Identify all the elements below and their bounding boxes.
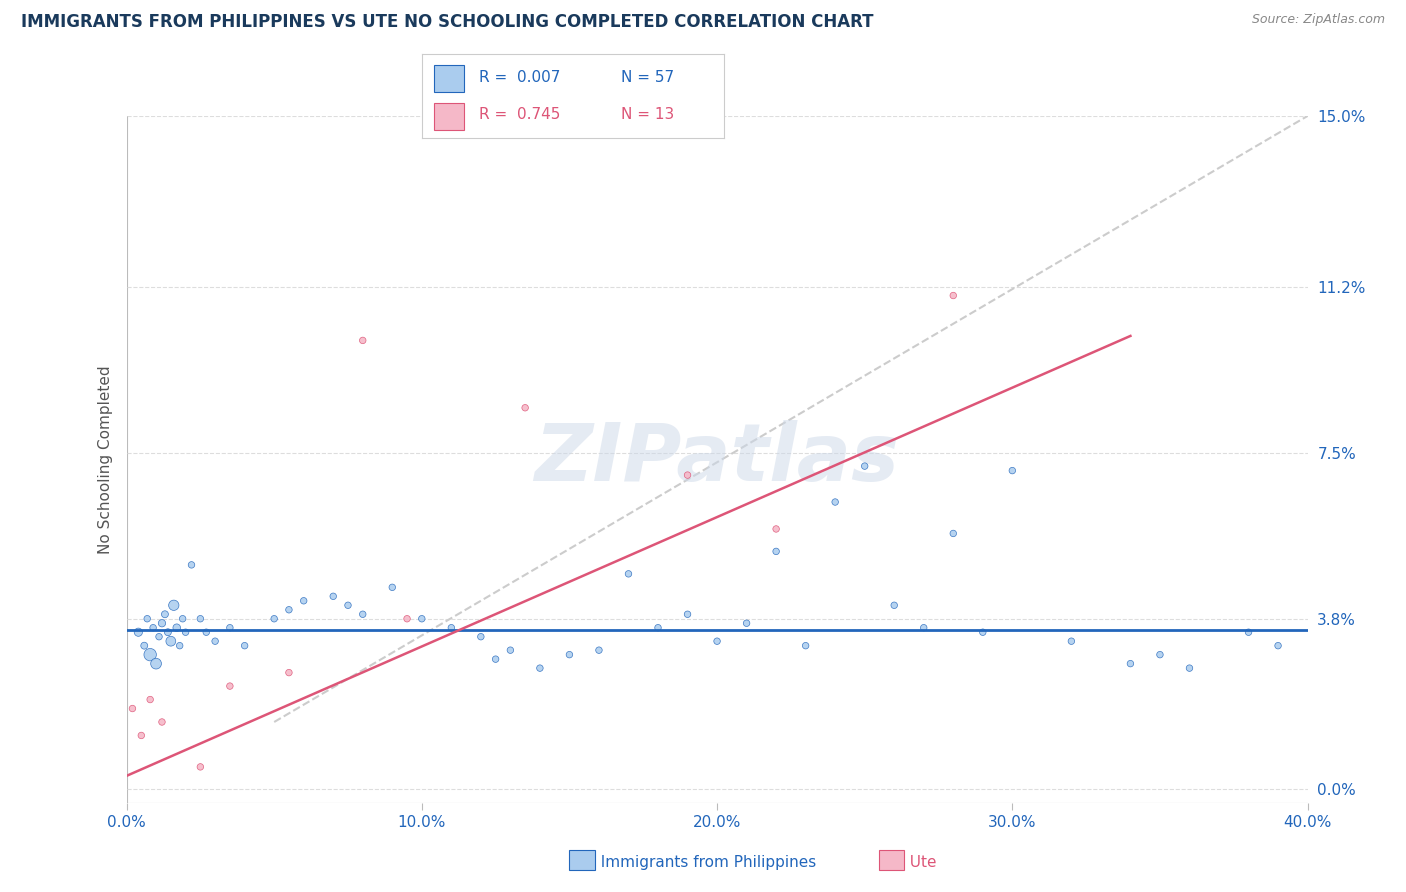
Point	[204, 634, 226, 648]
Point	[558, 648, 581, 662]
Point	[912, 621, 935, 635]
Point	[765, 544, 787, 558]
Point	[278, 603, 301, 617]
Point	[942, 288, 965, 302]
Point	[794, 639, 817, 653]
Point	[169, 639, 191, 653]
Point	[172, 612, 194, 626]
Point	[1119, 657, 1142, 671]
Point	[381, 580, 404, 594]
Text: Source: ZipAtlas.com: Source: ZipAtlas.com	[1251, 13, 1385, 27]
Point	[148, 630, 170, 644]
Point	[129, 729, 153, 743]
Point	[588, 643, 610, 657]
Point	[337, 599, 360, 613]
Point	[617, 566, 640, 581]
Point	[322, 589, 344, 603]
Point	[529, 661, 551, 675]
Point	[676, 468, 699, 483]
Text: Immigrants from Philippines: Immigrants from Philippines	[591, 855, 815, 870]
Point	[352, 334, 374, 348]
Text: IMMIGRANTS FROM PHILIPPINES VS UTE NO SCHOOLING COMPLETED CORRELATION CHART: IMMIGRANTS FROM PHILIPPINES VS UTE NO SC…	[21, 13, 873, 31]
Point	[470, 630, 492, 644]
Point	[824, 495, 846, 509]
Point	[188, 760, 211, 774]
Point	[139, 648, 162, 662]
Point	[278, 665, 301, 680]
Text: ZIPatlas: ZIPatlas	[534, 420, 900, 499]
Point	[153, 607, 176, 622]
Point	[233, 639, 256, 653]
Point	[292, 594, 315, 608]
Point	[765, 522, 787, 536]
Point	[218, 621, 242, 635]
Point	[160, 634, 183, 648]
Point	[195, 625, 218, 640]
Point	[1267, 639, 1289, 653]
Point	[156, 625, 179, 640]
Point	[484, 652, 508, 666]
Point	[180, 558, 202, 572]
Point	[142, 621, 165, 635]
Point	[134, 639, 156, 653]
Point	[972, 625, 994, 640]
Point	[121, 701, 143, 715]
Point	[883, 599, 905, 613]
Point	[1001, 464, 1024, 478]
Bar	[434, 64, 464, 92]
Point	[735, 616, 758, 631]
Point	[1178, 661, 1201, 675]
Point	[188, 612, 211, 626]
Bar	[434, 103, 464, 130]
Point	[1060, 634, 1083, 648]
Point	[145, 657, 167, 671]
Point	[647, 621, 669, 635]
Point	[706, 634, 728, 648]
Point	[1149, 648, 1171, 662]
Point	[440, 621, 463, 635]
Point	[150, 616, 173, 631]
Point	[139, 692, 162, 706]
Point	[136, 612, 159, 626]
Point	[853, 459, 876, 474]
Point	[411, 612, 433, 626]
Text: R =  0.745: R = 0.745	[479, 107, 561, 122]
Point	[150, 714, 173, 729]
Point	[218, 679, 242, 693]
Point	[942, 526, 965, 541]
Text: R =  0.007: R = 0.007	[479, 70, 561, 85]
Point	[499, 643, 522, 657]
Point	[676, 607, 699, 622]
Point	[1237, 625, 1260, 640]
Point	[174, 625, 197, 640]
Point	[515, 401, 537, 415]
Text: N = 13: N = 13	[621, 107, 675, 122]
Point	[396, 612, 419, 626]
Y-axis label: No Schooling Completed: No Schooling Completed	[97, 365, 112, 554]
Text: Ute: Ute	[900, 855, 936, 870]
Text: N = 57: N = 57	[621, 70, 675, 85]
Point	[263, 612, 285, 626]
Point	[163, 599, 186, 613]
Point	[352, 607, 374, 622]
Point	[166, 621, 188, 635]
Point	[127, 625, 149, 640]
